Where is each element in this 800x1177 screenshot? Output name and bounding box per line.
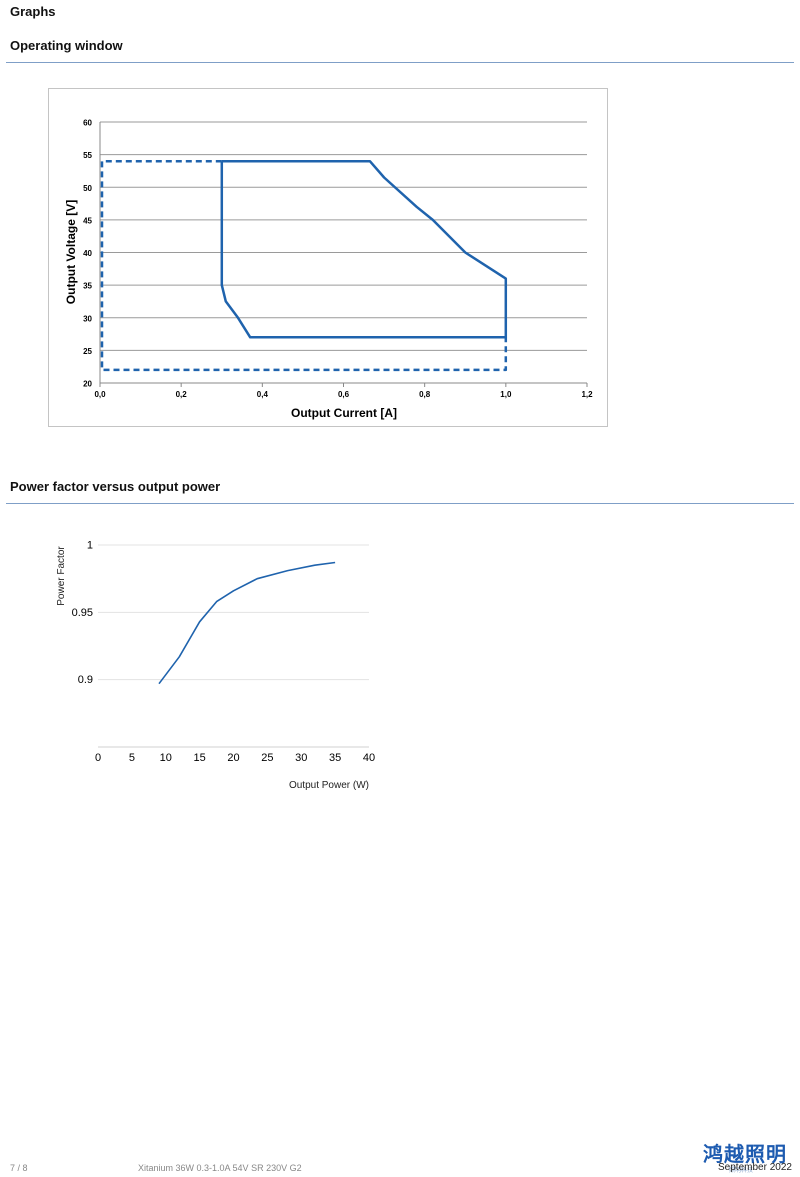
series-line-solid — [158, 561, 336, 685]
operating-window-chart: 20 25 30 35 40 45 50 55 60 0,0 0,2 0,4 0,6 0,8 1,0 1,2… — [48, 88, 608, 427]
y-tick-label: 50 — [83, 184, 92, 193]
x-tick-label: 25 — [261, 752, 273, 764]
x-tick-label: 0,2 — [176, 390, 188, 399]
logo-text: 鸿越照明 — [703, 1142, 787, 1166]
y-tick-label: 45 — [83, 216, 92, 225]
x-tick-label: 5 — [129, 752, 135, 764]
x-tick-label: 0,6 — [338, 390, 350, 399]
chart-frame — [48, 88, 608, 427]
y-tick-label: 1 — [87, 540, 93, 552]
x-axis-label: Output Current [A] — [291, 406, 397, 420]
x-tick-label: 35 — [329, 752, 341, 764]
power-factor-chart: 0.9 0.95 1 0 5 10 15 20 25 30 35 40 Output Power (… — [56, 540, 375, 792]
x-tick-label: 40 — [363, 752, 375, 764]
y-tick-label: 0.95 — [72, 607, 93, 619]
x-tick-label: 20 — [227, 752, 239, 764]
x-tick-label: 0,4 — [257, 390, 269, 399]
x-tick-label: 15 — [194, 752, 206, 764]
series-line-solid — [220, 159, 508, 339]
x-tick-label: 0 — [95, 752, 101, 764]
y-tick-label: 20 — [83, 380, 92, 389]
y-tick-label: 40 — [83, 249, 92, 258]
page-heading: Graphs — [10, 4, 56, 19]
y-axis-label: Power Factor — [56, 546, 67, 606]
x-tick-label: 1,0 — [500, 390, 512, 399]
y-tick-label: 55 — [83, 151, 92, 160]
x-axis-label: Output Power (W) — [289, 780, 369, 791]
operating-window-title: Operating window — [10, 38, 123, 53]
section-divider — [6, 503, 794, 504]
y-tick-label: 0.9 — [78, 674, 93, 686]
power-factor-title: Power factor versus output power — [10, 479, 221, 494]
y-tick-label: 35 — [83, 282, 92, 291]
footer-product-name: Xitanium 36W 0.3-1.0A 54V SR 230V G2 — [138, 1163, 302, 1173]
x-tick-label: 30 — [295, 752, 307, 764]
x-tick-label: 10 — [160, 752, 172, 764]
company-logo: 鸿越照明 照明科技 — [703, 1142, 795, 1174]
series-line-dashed — [100, 159, 508, 372]
section-divider — [6, 62, 794, 63]
footer-date: September 2022 — [718, 1162, 792, 1173]
y-tick-label: 60 — [83, 119, 92, 128]
logo-subtext: 照明科技 — [729, 1168, 754, 1174]
y-tick-label: 25 — [83, 347, 92, 356]
footer-page-number: 7 / 8 — [10, 1163, 28, 1173]
x-tick-label: 0,0 — [94, 390, 106, 399]
x-tick-label: 0,8 — [419, 390, 431, 399]
y-tick-label: 30 — [83, 314, 92, 323]
y-axis-label: Output Voltage [V] — [64, 200, 78, 304]
x-tick-label: 1,2 — [581, 390, 593, 399]
